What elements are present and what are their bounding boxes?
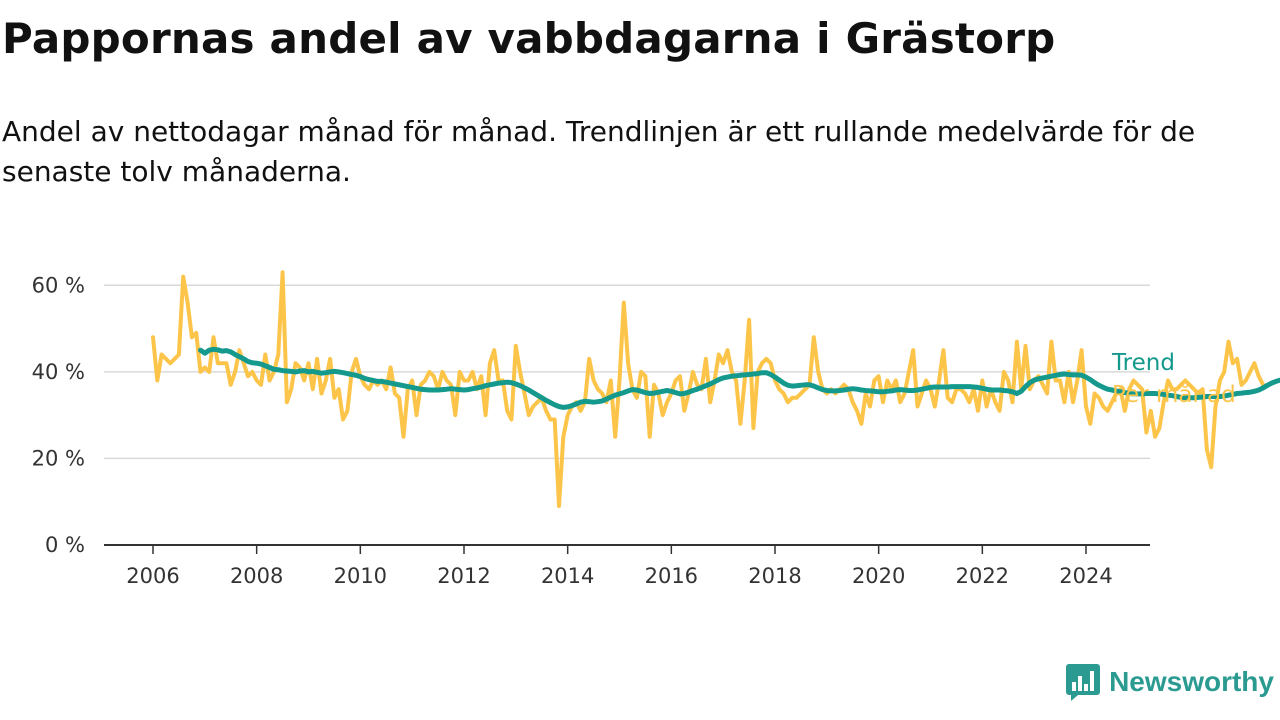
y-tick-label: 20 %: [32, 446, 85, 470]
x-tick-label: 2008: [230, 564, 283, 588]
chart-title: Pappornas andel av vabbdagarna i Grästor…: [2, 14, 1056, 63]
x-tick-label: 2006: [126, 564, 179, 588]
bar-chart-bubble-icon: [1066, 664, 1101, 701]
brand-name: Newsworthy: [1109, 666, 1274, 697]
x-tick-label: 2022: [956, 564, 1009, 588]
y-tick-label: 0 %: [45, 533, 85, 557]
y-tick-label: 60 %: [32, 273, 85, 297]
x-tick-label: 2016: [645, 564, 698, 588]
x-tick-label: 2018: [748, 564, 801, 588]
trend-series-line: [198, 346, 1280, 410]
x-tick-label: 2014: [541, 564, 594, 588]
chart-subtitle: Andel av nettodagar månad för månad. Tre…: [2, 115, 1196, 188]
monthly-series-line: [151, 270, 1266, 508]
x-tick-label: 2020: [852, 564, 905, 588]
brand-logo: Newsworthy: [1065, 662, 1274, 702]
x-tick-label: 2024: [1059, 564, 1112, 588]
x-tick-label: 2010: [334, 564, 387, 588]
trend-series-label: Trend: [1111, 350, 1175, 376]
x-tick-label: 2012: [437, 564, 490, 588]
monthly-series-label: Per månad: [1112, 380, 1236, 408]
y-tick-label: 40 %: [32, 360, 85, 384]
